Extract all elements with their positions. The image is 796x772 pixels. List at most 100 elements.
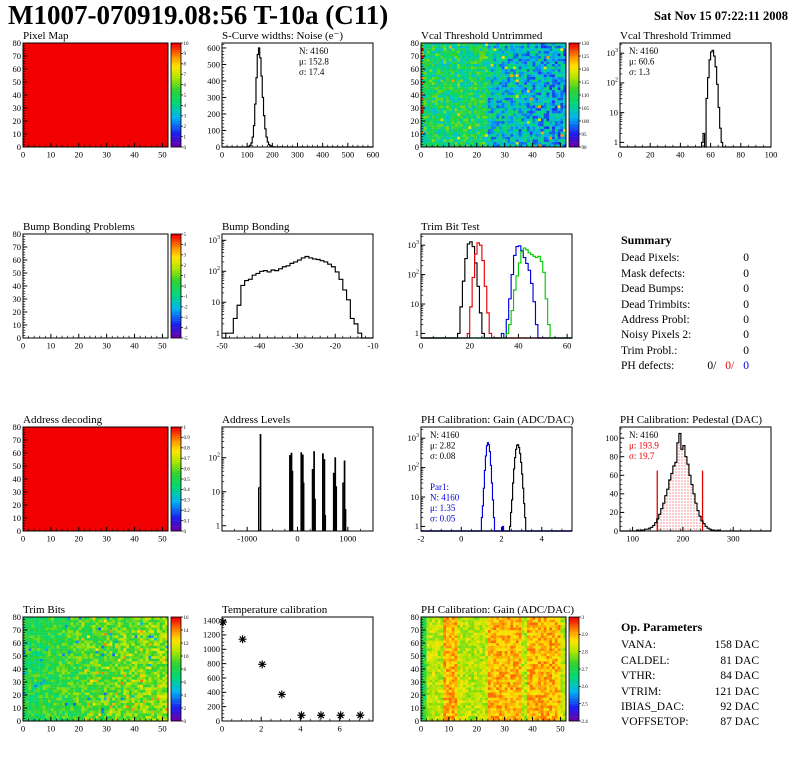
tick-label: 20 — [473, 150, 482, 160]
tick-label: 30 — [102, 534, 111, 544]
stats-line: σ: 19.7 — [629, 451, 655, 461]
tick-label: 20 — [646, 150, 655, 160]
tick-label: 0.6 — [184, 467, 191, 472]
tick-label: 10 — [47, 534, 56, 544]
tick-label: 500 — [341, 150, 354, 160]
ph-pedestal-series-0 — [620, 432, 771, 532]
tick-label: 0.1 — [184, 519, 191, 524]
vcal-untrimmed-heatmap — [421, 43, 567, 148]
row-label: PH defects: — [621, 360, 675, 373]
tick-label: 4 — [298, 724, 303, 734]
tick-label: 10 — [411, 492, 420, 502]
summary-title: Summary — [621, 233, 672, 247]
tick-label: 20 — [473, 724, 482, 734]
tick-label: 20 — [75, 150, 84, 160]
plot-title: Vcal Threshold Untrimmed — [421, 30, 543, 42]
tick-label: 70 — [13, 51, 22, 61]
defect-count: 0/ — [725, 360, 735, 373]
tick-label: 2 — [259, 724, 263, 734]
tick-label: 3 — [184, 254, 187, 259]
row-value: 81 DAC — [720, 654, 759, 667]
plot-title: Bump Bonding — [222, 221, 290, 233]
tick-label: 100 — [626, 534, 639, 544]
tick-label: 2.7 — [582, 668, 589, 673]
op-parameters-title: Op. Parameters — [621, 620, 703, 634]
tick-label: 40 — [528, 724, 537, 734]
tick-label: 80 — [737, 150, 746, 160]
plot-title: S-Curve widths: Noise (e⁻) — [222, 30, 343, 42]
tick-label: 50 — [411, 77, 420, 87]
op-parameters-row: CALDEL: 81 DAC — [621, 654, 759, 669]
tick-label: 80 — [13, 422, 22, 432]
tick-label: 30 — [13, 103, 22, 113]
tick-label: 1400 — [203, 615, 220, 625]
tick-label: 20 — [75, 341, 84, 351]
row-label: Trim Probl.: — [621, 344, 678, 357]
panel-op-parameters: Op. Parameters VANA: 158 DAC CALDEL: 81 DAC V… — [597, 604, 796, 772]
tick-label: 103 — [607, 48, 619, 58]
report-title: M1007-070919.08:56 T-10a (C11) — [8, 0, 389, 30]
tick-label: 110 — [582, 94, 590, 99]
tick-label: 2.9 — [582, 633, 589, 638]
plot-ph-gain-map: PH Calibration: Gain (ADC/DAC)0 10 20 30 40 5… — [411, 604, 589, 734]
stats-line: N: 4160 — [299, 46, 329, 56]
tick-label: 600 — [367, 150, 380, 160]
tick-label: 2 — [184, 125, 187, 130]
tick-label: 102 — [607, 78, 619, 88]
plot-title: PH Calibration: Pedestal (DAC) — [620, 414, 762, 426]
tick-label: -20 — [330, 341, 341, 351]
tick-label: -3 — [184, 316, 189, 321]
tick-label: 10 — [445, 150, 454, 160]
tick-label: -2 — [417, 534, 424, 544]
tick-label: 40 — [130, 341, 139, 351]
tick-label: 50 — [158, 724, 167, 734]
tick-label: 4 — [184, 104, 187, 109]
tick-label: 10 — [13, 129, 22, 139]
tick-label: 50 — [158, 341, 167, 351]
summary-row-special: PH defects: 0/0/0 — [621, 359, 749, 374]
tick-label: 100 — [207, 125, 220, 135]
tick-label: 20 — [13, 690, 22, 700]
panel-scurve-noise: S-Curve widths: Noise (e⁻) 0 100 200 300 400 5… — [199, 30, 398, 198]
trim-bit-test-series-2 — [421, 245, 572, 339]
tick-label: 10 — [47, 150, 56, 160]
row-value: 87 DAC — [720, 716, 759, 729]
row-value: 0 — [743, 344, 749, 357]
row-label: VANA: — [621, 639, 656, 652]
tick-label: 800 — [207, 658, 220, 668]
tick-label: 1200 — [203, 630, 220, 640]
tick-label: 70 — [411, 625, 420, 635]
tick-label: 50 — [556, 724, 565, 734]
tick-label: 0 — [419, 341, 423, 351]
tick-label: 70 — [13, 625, 22, 635]
panel-bump-problems: Bump Bonding Problems 0 10 20 30 40 50 0 10 20 30 4… — [0, 221, 199, 389]
plot-frame — [221, 42, 374, 148]
stats-line: μ: 152.8 — [299, 57, 329, 67]
tick-label: 6 — [338, 724, 342, 734]
tick-label: 10 — [47, 724, 56, 734]
plot-frame — [221, 233, 374, 339]
row-value: 0 — [743, 329, 749, 342]
tick-label: 40 — [528, 150, 537, 160]
tick-label: 102 — [209, 453, 221, 463]
trim-bits-heatmap — [23, 617, 169, 722]
tick-label: 50 — [13, 651, 22, 661]
summary-row: Address Probl: 0 — [621, 313, 749, 328]
tick-label: 0 — [17, 526, 21, 536]
tick-label: 6 — [184, 83, 187, 88]
tick-label: -1000 — [237, 534, 257, 544]
plot-address-levels: Address Levels -1000 0 1000 1 10 102 — [209, 414, 374, 544]
tick-label: -40 — [254, 341, 265, 351]
tick-label: 0 — [17, 333, 21, 343]
panel-address-levels: Address Levels -1000 0 1000 1 10 102 — [199, 414, 398, 582]
row-label: Dead Pixels: — [621, 252, 680, 265]
tick-label: 30 — [13, 677, 22, 687]
row-label: VOFFSETOP: — [621, 716, 689, 729]
tick-label: 10 — [212, 487, 221, 497]
tick-label: 105 — [582, 107, 590, 112]
tick-label: 4 — [540, 534, 545, 544]
tick-label: 103 — [408, 240, 420, 250]
tick-label: 0 — [415, 142, 419, 152]
tick-label: 60 — [13, 64, 22, 74]
